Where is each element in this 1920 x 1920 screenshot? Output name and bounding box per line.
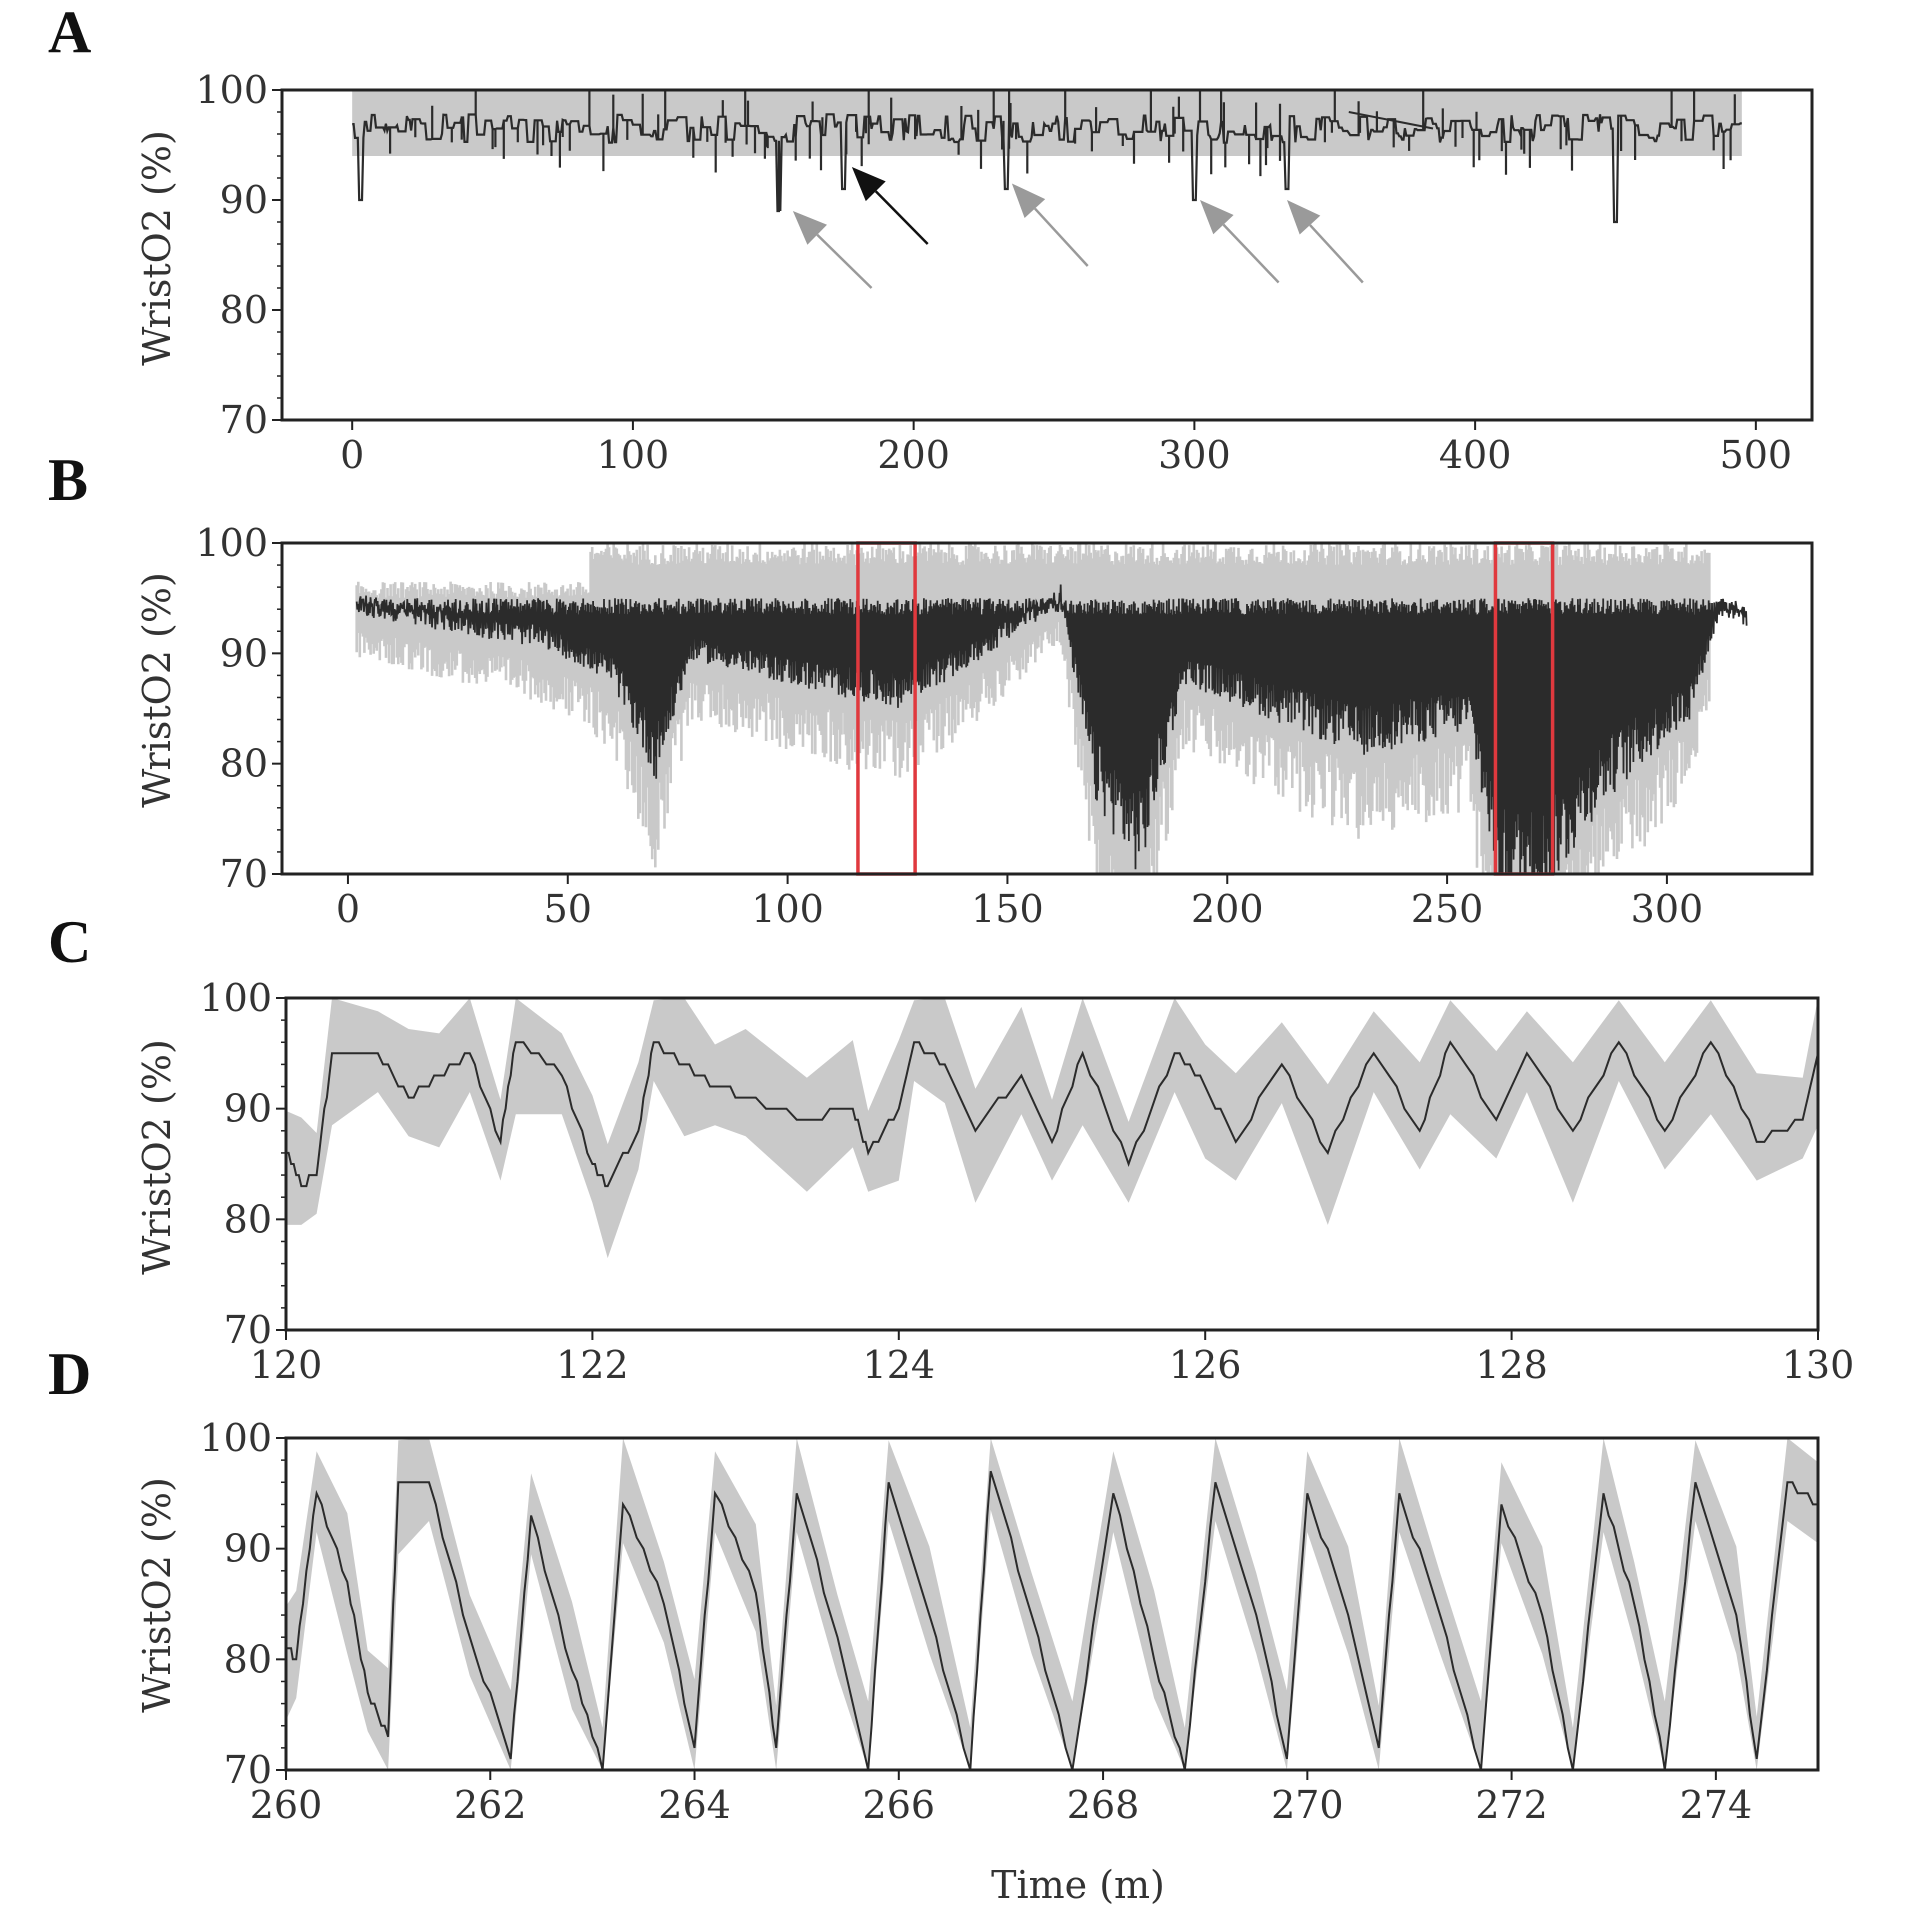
x-tick-label-b: 100 <box>751 887 824 931</box>
y-tick-label-b: 100 <box>195 521 268 565</box>
x-tick-label-a: 200 <box>877 433 950 477</box>
x-tick-label-c: 126 <box>1169 1343 1242 1387</box>
y-axis-title-d: WristO2 (%) <box>135 1477 179 1713</box>
arrow-head <box>792 211 827 245</box>
x-tick-label-d: 266 <box>863 1783 936 1827</box>
x-tick-label-b: 50 <box>544 887 592 931</box>
x-tick-label-c: 128 <box>1475 1343 1548 1387</box>
panel-letter-b: B <box>48 447 88 513</box>
arrow-head <box>1287 200 1321 235</box>
x-tick-label-d: 262 <box>454 1783 527 1827</box>
arrow-shaft <box>874 190 929 245</box>
x-tick-label-b: 150 <box>971 887 1044 931</box>
arrow-annotation-gray <box>1287 200 1364 284</box>
series-line-a <box>352 90 1742 224</box>
panel-letter-d: D <box>48 1341 91 1407</box>
arrow-shaft <box>1222 223 1280 284</box>
x-tick-label-d: 270 <box>1271 1783 1344 1827</box>
x-tick-label-b: 250 <box>1411 887 1484 931</box>
x-tick-label-a: 100 <box>597 433 670 477</box>
y-tick-label-b: 80 <box>220 742 268 786</box>
plot-frame-b <box>280 541 1814 876</box>
y-tick-label-c: 100 <box>199 976 272 1020</box>
x-tick-label-c: 122 <box>556 1343 629 1387</box>
y-tick-label-a: 100 <box>195 68 268 112</box>
x-tick-label-d: 264 <box>658 1783 731 1827</box>
series-line-d <box>286 1470 1818 1771</box>
y-axis-title-c: WristO2 (%) <box>135 1039 179 1275</box>
x-tick-label-d: 274 <box>1680 1783 1753 1827</box>
band-d <box>286 1438 1818 1770</box>
x-tick-label-b: 300 <box>1631 887 1704 931</box>
y-tick-label-a: 90 <box>220 178 268 222</box>
plot-frame-a <box>280 88 1814 422</box>
x-tick-label-c: 120 <box>250 1343 323 1387</box>
y-tick-label-b: 70 <box>220 852 268 896</box>
tick-layer: 0 100 200 300 400 500 70 80 90 100 0 50 100 150 200 250… <box>195 68 1854 1827</box>
y-tick-label-c: 90 <box>224 1087 272 1131</box>
y-axis-title-a: WristO2 (%) <box>135 130 179 366</box>
x-axis-title-d: Time (m) <box>991 1863 1165 1907</box>
y-tick-label-d: 90 <box>224 1527 272 1571</box>
series-line-b <box>355 584 1748 875</box>
x-tick-label-a: 0 <box>340 433 364 477</box>
arrow-annotation-gray <box>792 211 873 289</box>
x-tick-label-b: 0 <box>336 887 360 931</box>
y-tick-label-d: 100 <box>199 1416 272 1460</box>
y-tick-label-d: 70 <box>224 1748 272 1792</box>
x-tick-label-c: 124 <box>863 1343 936 1387</box>
y-tick-label-b: 90 <box>220 631 268 675</box>
overlay-layer <box>792 167 1555 876</box>
panel-letter-a: A <box>48 0 91 65</box>
x-tick-label-d: 268 <box>1067 1783 1140 1827</box>
plot-frame-d <box>284 1436 1820 1772</box>
band-layer <box>286 90 1818 1770</box>
y-tick-label-a: 70 <box>220 398 268 442</box>
arrow-shaft <box>1309 224 1364 284</box>
x-tick-label-a: 400 <box>1439 433 1512 477</box>
trace-layer <box>286 90 1819 1771</box>
series-segment-a <box>1348 111 1434 130</box>
band-c <box>286 998 1818 1259</box>
y-tick-label-c: 70 <box>224 1308 272 1352</box>
arrow-head <box>1011 183 1046 218</box>
y-tick-label-c: 80 <box>224 1197 272 1241</box>
y-axis-title-b: WristO2 (%) <box>135 572 179 808</box>
x-tick-label-a: 300 <box>1158 433 1231 477</box>
panel-letter-c: C <box>48 909 91 975</box>
x-tick-label-d: 272 <box>1475 1783 1548 1827</box>
arrow-annotation-gray <box>1011 183 1089 267</box>
x-tick-label-d: 260 <box>250 1783 323 1827</box>
y-tick-label-a: 80 <box>220 288 268 332</box>
arrow-shaft <box>1033 207 1089 267</box>
plot-frame-c <box>284 996 1820 1332</box>
arrow-shaft <box>816 233 873 289</box>
series-line-c <box>286 1040 1819 1188</box>
x-tick-label-a: 500 <box>1720 433 1793 477</box>
y-tick-label-d: 80 <box>224 1637 272 1681</box>
arrow-annotation-black <box>851 167 929 245</box>
x-tick-label-c: 130 <box>1782 1343 1855 1387</box>
x-tick-label-b: 200 <box>1191 887 1264 931</box>
frame-layer <box>280 88 1820 1772</box>
arrow-head <box>1200 200 1234 235</box>
arrow-head <box>851 167 886 202</box>
arrow-annotation-gray <box>1200 200 1280 284</box>
